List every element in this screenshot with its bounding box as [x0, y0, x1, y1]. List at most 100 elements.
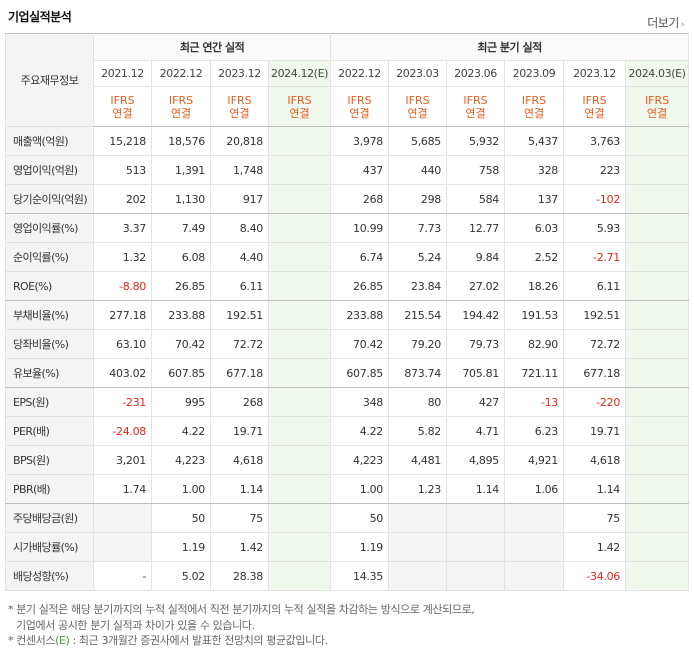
value-cell: 607.85 — [151, 358, 211, 388]
value-cell: 9.84 — [446, 242, 506, 272]
value-cell: 1.42 — [210, 532, 269, 562]
value-cell: 4,921 — [504, 445, 565, 475]
row-label: 당기순이익(억원) — [5, 184, 94, 214]
value-cell: 50 — [330, 503, 390, 533]
footnote-1: * 분기 실적은 해당 분기까지의 누적 실적에서 직전 분기까지의 누적 실적… — [8, 603, 475, 616]
value-cell: 917 — [210, 184, 269, 214]
more-link[interactable]: 더보기 › — [647, 14, 684, 31]
value-cell: 1.00 — [151, 474, 211, 504]
value-cell: 1.00 — [330, 474, 390, 504]
row-label: 영업이익(억원) — [5, 155, 94, 185]
value-cell: 5,685 — [388, 126, 448, 156]
row-label: 순이익률(%) — [5, 242, 94, 272]
value-cell: 26.85 — [330, 271, 390, 301]
value-cell: 5.02 — [151, 561, 211, 591]
value-cell — [504, 503, 565, 533]
row-label: 시가배당률(%) — [5, 532, 94, 562]
basis-label: IFRS 연결 — [267, 86, 332, 127]
basis-label: IFRS 연결 — [93, 86, 152, 127]
period-header: 2023.12 — [210, 60, 269, 87]
period-header: 2022.12 — [151, 60, 211, 87]
value-cell: 705.81 — [446, 358, 506, 388]
value-cell: 19.71 — [210, 416, 269, 446]
value-cell: 4.22 — [151, 416, 211, 446]
value-cell: -102 — [563, 184, 627, 214]
table-row: ROE(%) -8.80 26.85 6.11 26.85 23.84 27.02 18.26… — [5, 271, 690, 301]
basis-label: IFRS 연결 — [388, 86, 448, 127]
value-cell — [504, 532, 565, 562]
value-cell: -2.71 — [563, 242, 627, 272]
value-cell: 79.73 — [446, 329, 506, 359]
period-header: 2024.03(E) — [625, 60, 690, 87]
basis-consolidation: 연결 — [289, 106, 310, 120]
value-cell: 1.23 — [388, 474, 448, 504]
value-cell — [267, 329, 332, 359]
value-cell: 8.40 — [210, 213, 269, 243]
value-cell: 50 — [151, 503, 211, 533]
value-cell: 995 — [151, 387, 211, 417]
value-cell: - — [93, 561, 152, 591]
value-cell: -8.80 — [93, 271, 152, 301]
value-cell — [625, 445, 690, 475]
value-cell — [267, 474, 332, 504]
value-cell: 5,437 — [504, 126, 565, 156]
value-cell — [267, 532, 332, 562]
footnote-3: * 컨센서스(E) : 최근 3개월간 증권사에서 발표한 전망치의 평균값입니… — [8, 634, 328, 647]
value-cell — [267, 271, 332, 301]
basis-consolidation: 연결 — [646, 106, 668, 120]
basis-standard: IFRS — [168, 93, 194, 107]
row-label: 당좌비율(%) — [5, 329, 94, 359]
value-cell: 1,748 — [210, 155, 269, 185]
basis-label: IFRS 연결 — [330, 86, 390, 127]
table-row: 부채비율(%) 277.18 233.88 192.51 233.88 215.54 194… — [5, 300, 690, 330]
value-cell — [446, 532, 506, 562]
value-cell: 20,818 — [210, 126, 269, 156]
basis-label: IFRS 연결 — [446, 86, 506, 127]
value-cell: 3,978 — [330, 126, 390, 156]
row-label: 유보율(%) — [5, 358, 94, 388]
value-cell: 6.11 — [563, 271, 627, 301]
period-header: 2022.12 — [330, 60, 390, 87]
period-header: 2023.12 — [563, 60, 627, 87]
table-row: 주당배당금(원) 50 75 50 75 — [5, 503, 690, 533]
row-label: PER(배) — [5, 416, 94, 446]
value-cell: 192.51 — [563, 300, 627, 330]
value-cell — [625, 242, 690, 272]
chevron-right-icon: › — [680, 20, 685, 30]
value-cell — [625, 271, 690, 301]
value-cell — [267, 503, 332, 533]
value-cell — [267, 445, 332, 475]
table-row: 시가배당률(%) 1.19 1.42 1.19 1.42 — [5, 532, 690, 562]
value-cell: 1.32 — [93, 242, 152, 272]
row-label: 주당배당금(원) — [5, 503, 94, 533]
value-cell: -231 — [93, 387, 152, 417]
value-cell: 873.74 — [388, 358, 448, 388]
annual-group-header: 최근 연간 실적 — [92, 33, 332, 61]
value-cell: 677.18 — [563, 358, 627, 388]
table-row: PER(배) -24.08 4.22 19.71 4.22 5.82 4.71 6.23 19.… — [5, 416, 690, 446]
value-cell: 1.06 — [504, 474, 565, 504]
value-cell: 6.11 — [210, 271, 269, 301]
row-label: 부채비율(%) — [5, 300, 94, 330]
period-header: 2024.12(E) — [267, 60, 332, 87]
value-cell: 427 — [446, 387, 506, 417]
value-cell: 4.22 — [330, 416, 390, 446]
value-cell: 277.18 — [93, 300, 152, 330]
value-cell: 1.14 — [563, 474, 627, 504]
basis-label: IFRS 연결 — [210, 86, 269, 127]
value-cell: 1.14 — [446, 474, 506, 504]
basis-standard: IFRS — [110, 93, 135, 107]
basis-consolidation: 연결 — [407, 106, 428, 120]
value-cell — [267, 242, 332, 272]
row-label: EPS(원) — [5, 387, 94, 417]
table-corner-label: 주요재무정보 — [5, 33, 94, 127]
value-cell: 23.84 — [388, 271, 448, 301]
table-row: BPS(원) 3,201 4,223 4,618 4,223 4,481 4,895 4,92… — [5, 445, 690, 475]
period-header: 2021.12 — [93, 60, 152, 87]
basis-consolidation: 연결 — [465, 106, 486, 120]
basis-consolidation: 연결 — [584, 106, 605, 120]
value-cell: 4.71 — [446, 416, 506, 446]
row-label: BPS(원) — [5, 445, 94, 475]
section-title: 기업실적분석 — [8, 10, 72, 24]
value-cell: 215.54 — [388, 300, 448, 330]
